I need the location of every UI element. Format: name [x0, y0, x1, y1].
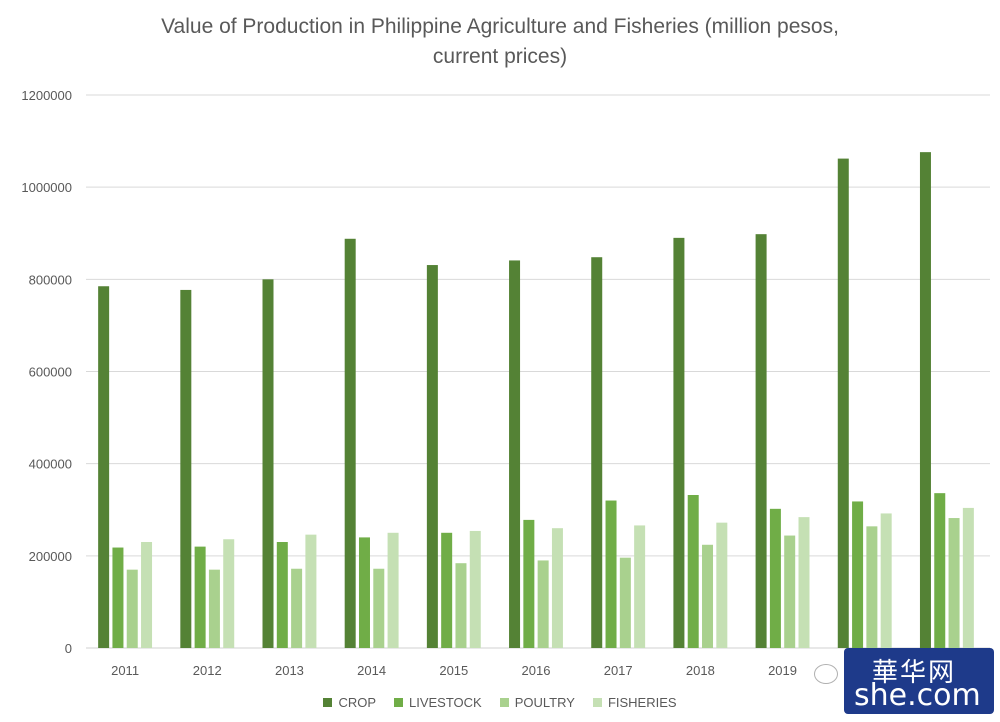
- bar-livestock-2019: [769, 508, 781, 648]
- x-tick-label: 2017: [604, 663, 633, 678]
- bar-fisheries-2011: [141, 542, 153, 648]
- wechat-icon: [814, 664, 838, 684]
- bar-poultry-2012: [208, 569, 220, 648]
- watermark-logo: 華华网 she.com: [844, 648, 994, 714]
- legend-label-fisheries: FISHERIES: [607, 695, 677, 710]
- bars: [98, 152, 974, 649]
- y-tick-label: 200000: [29, 549, 72, 564]
- bar-fisheries-2014: [387, 532, 399, 648]
- y-tick-label: 400000: [29, 457, 72, 472]
- legend-swatch-fisheries: [592, 698, 602, 707]
- bar-livestock-2017: [605, 500, 617, 648]
- bar-livestock-2016: [523, 519, 535, 648]
- x-tick-label: 2019: [768, 663, 797, 678]
- bar-fisheries-2019: [798, 517, 810, 648]
- bar-poultry-2020: [866, 526, 878, 648]
- bar-crop-2016: [509, 260, 521, 648]
- legend: CROP LIVESTOCK POULTRY FISHERIES: [0, 695, 1000, 710]
- y-tick-label: 1000000: [21, 180, 72, 195]
- y-tick-label: 600000: [29, 365, 72, 380]
- legend-label-livestock: LIVESTOCK: [409, 695, 482, 710]
- bar-poultry-2019: [784, 535, 796, 648]
- bar-livestock-2018: [687, 495, 699, 648]
- bar-crop-2017: [591, 257, 603, 648]
- bar-livestock-2013: [276, 542, 288, 648]
- chart-title-line-2: current prices): [432, 45, 568, 68]
- bar-livestock-2021: [934, 493, 946, 648]
- bar-crop-2012: [180, 289, 192, 648]
- legend-item-livestock: LIVESTOCK: [394, 695, 482, 710]
- legend-swatch-crop: [323, 698, 333, 707]
- y-tick-label: 0: [65, 641, 72, 656]
- bar-livestock-2020: [852, 501, 864, 648]
- legend-swatch-livestock: [394, 698, 403, 707]
- bar-poultry-2013: [291, 568, 303, 648]
- bar-fisheries-2020: [880, 513, 892, 648]
- bar-poultry-2017: [619, 557, 631, 648]
- chart-title-line-1: Value of Production in Philippine Agricu…: [161, 15, 839, 38]
- bar-fisheries-2013: [305, 534, 317, 648]
- bar-crop-2014: [344, 238, 356, 648]
- y-axis-ticks: 0 200000 400000 600000 800000 1000000 1200000: [21, 88, 72, 656]
- y-tick-label: 800000: [29, 272, 72, 287]
- bar-poultry-2021: [948, 518, 960, 648]
- watermark-line-2: she.com: [854, 678, 981, 713]
- x-tick-label: 2015: [439, 663, 468, 678]
- x-tick-label: 2011: [111, 663, 139, 678]
- x-tick-label: 2012: [193, 663, 222, 678]
- bar-crop-2015: [426, 265, 438, 648]
- legend-label-crop: CROP: [338, 695, 376, 710]
- x-tick-label: 2018: [686, 663, 715, 678]
- watermark-line-1: 華华网: [872, 658, 957, 688]
- bar-poultry-2016: [537, 560, 549, 648]
- bar-fisheries-2018: [716, 522, 728, 648]
- legend-label-poultry: POULTRY: [514, 695, 575, 710]
- legend-item-poultry: POULTRY: [499, 695, 575, 710]
- bar-fisheries-2012: [223, 539, 235, 648]
- bar-crop-2020: [837, 158, 849, 648]
- bar-livestock-2012: [194, 546, 206, 648]
- x-tick-label: 2013: [275, 663, 304, 678]
- x-tick-label: 2016: [522, 663, 551, 678]
- x-tick-label: 2014: [357, 663, 386, 678]
- bar-poultry-2011: [126, 569, 138, 648]
- bar-poultry-2014: [373, 568, 385, 648]
- legend-item-fisheries: FISHERIES: [592, 695, 677, 710]
- y-tick-label: 1200000: [21, 88, 72, 103]
- bar-livestock-2014: [358, 537, 370, 648]
- bar-fisheries-2015: [469, 530, 481, 648]
- bar-crop-2011: [98, 286, 110, 648]
- bar-livestock-2011: [112, 547, 124, 648]
- bar-fisheries-2017: [634, 525, 646, 648]
- bar-fisheries-2016: [551, 528, 563, 648]
- bar-crop-2021: [919, 152, 931, 649]
- bar-poultry-2015: [455, 563, 467, 648]
- legend-item-crop: CROP: [323, 695, 376, 710]
- legend-swatch-poultry: [499, 698, 509, 707]
- bar-livestock-2015: [441, 532, 453, 648]
- bar-crop-2018: [673, 237, 685, 648]
- bar-poultry-2018: [702, 544, 714, 648]
- bar-crop-2019: [755, 234, 767, 648]
- bar-fisheries-2021: [962, 507, 974, 648]
- bar-crop-2013: [262, 279, 274, 648]
